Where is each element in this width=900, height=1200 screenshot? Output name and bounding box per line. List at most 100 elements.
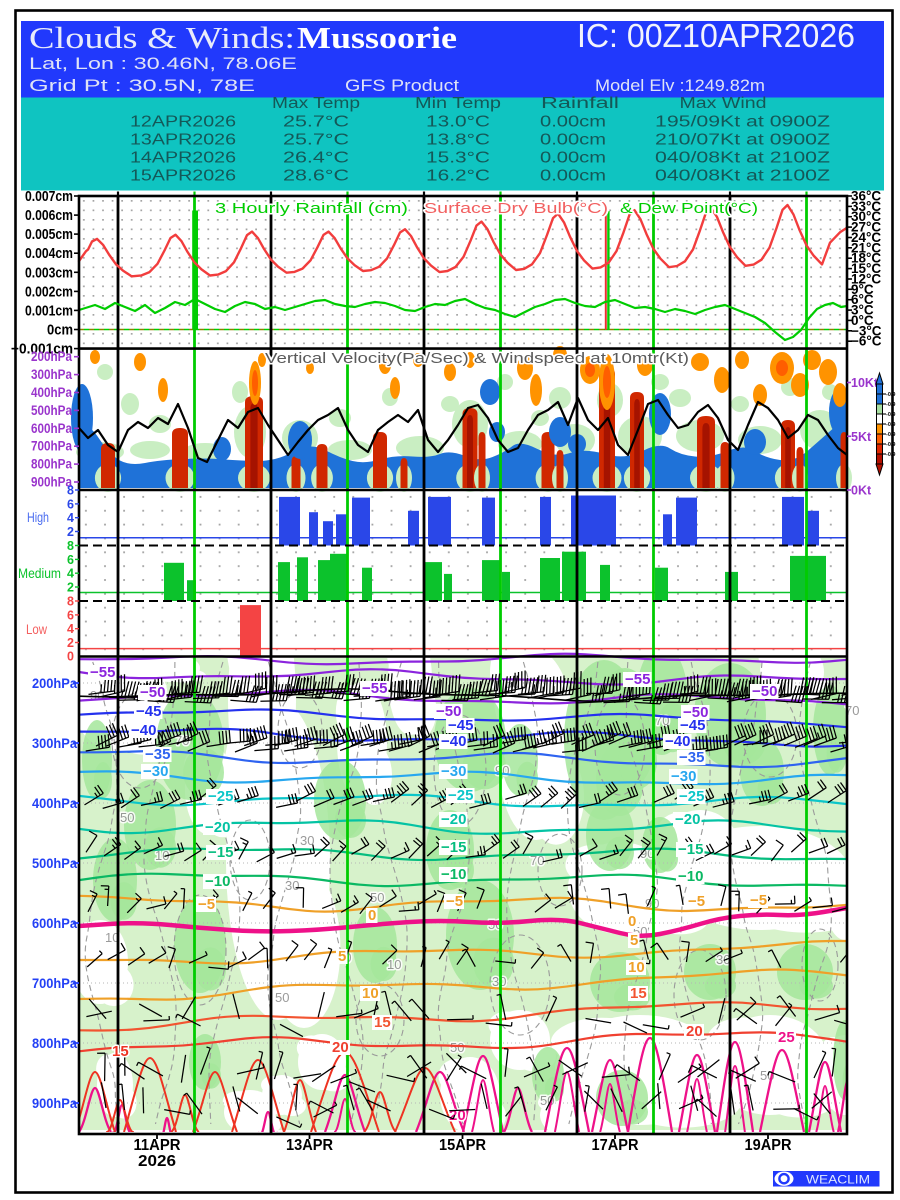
svg-text:−15: −15 [678, 841, 703, 858]
svg-text:-0.9: -0.9 [886, 422, 895, 428]
svg-text:21°C: 21°C [851, 240, 881, 255]
svg-text:30: 30 [285, 878, 299, 893]
svg-text:8: 8 [67, 595, 74, 609]
svg-text:0.00cm: 0.00cm [540, 114, 606, 131]
svg-text:-0.9: -0.9 [886, 452, 895, 458]
svg-text:−10: −10 [678, 868, 703, 885]
svg-text:6°C: 6°C [851, 292, 874, 307]
svg-text:16.2°C: 16.2°C [426, 168, 490, 185]
svg-text:33°C: 33°C [851, 199, 881, 214]
svg-text:0.00cm: 0.00cm [540, 132, 606, 149]
svg-text:−35: −35 [679, 749, 704, 766]
svg-text:28.6°C: 28.6°C [283, 168, 349, 185]
svg-text:5: 5 [338, 948, 346, 965]
svg-text:195/09Kt at 0900Z: 195/09Kt at 0900Z [655, 114, 830, 131]
svg-text:0Kt: 0Kt [851, 484, 872, 498]
svg-text:900hPa: 900hPa [31, 475, 72, 490]
svg-text:800hPa: 800hPa [32, 1035, 77, 1051]
svg-text:-0.9: -0.9 [886, 392, 895, 398]
svg-text:0°C: 0°C [851, 313, 874, 328]
svg-text:10: 10 [155, 848, 169, 863]
svg-text:50: 50 [450, 1040, 464, 1055]
svg-text:−20: −20 [205, 819, 230, 836]
svg-text:3°C: 3°C [851, 303, 874, 318]
svg-text:13.8°C: 13.8°C [426, 132, 490, 149]
svg-text:27°C: 27°C [851, 220, 881, 235]
svg-text:0: 0 [368, 907, 376, 924]
svg-text:3 Hourly Rainfall (cm): 3 Hourly Rainfall (cm) [215, 200, 408, 217]
svg-text:25: 25 [778, 1029, 795, 1046]
svg-text:Rainfall: Rainfall [541, 95, 619, 112]
svg-text:300hPa: 300hPa [32, 735, 77, 751]
svg-text:10Kt: 10Kt [851, 376, 879, 390]
svg-text:50: 50 [120, 810, 134, 825]
svg-text:−3°C: −3°C [851, 323, 882, 338]
svg-text:−25: −25 [208, 788, 233, 805]
svg-text:24°C: 24°C [851, 230, 881, 245]
svg-text:50: 50 [370, 890, 384, 905]
svg-text:−50: −50 [140, 684, 165, 701]
svg-text:Max Temp: Max Temp [272, 95, 360, 112]
svg-text:70: 70 [530, 853, 544, 868]
svg-text:10: 10 [387, 957, 401, 972]
svg-text:9°C: 9°C [851, 282, 874, 297]
svg-text:0.001cm: 0.001cm [25, 302, 73, 319]
svg-text:200hPa: 200hPa [31, 349, 72, 364]
svg-text:0: 0 [628, 913, 636, 930]
svg-text:-0.9: -0.9 [886, 412, 895, 418]
svg-text:0.006cm: 0.006cm [25, 207, 73, 224]
svg-text:−10: −10 [441, 866, 466, 883]
svg-text:−45: −45 [136, 703, 161, 720]
svg-text:−30: −30 [441, 763, 466, 780]
svg-text:15: 15 [112, 1043, 129, 1060]
svg-text:300hPa: 300hPa [31, 367, 72, 382]
svg-text:High: High [27, 509, 49, 525]
svg-text:25.7°C: 25.7°C [283, 132, 349, 149]
svg-text:600hPa: 600hPa [31, 421, 72, 436]
svg-text:4: 4 [67, 622, 74, 636]
svg-text:30: 30 [716, 952, 730, 967]
svg-text:−45: −45 [680, 717, 705, 734]
svg-text:400hPa: 400hPa [32, 795, 77, 811]
svg-text:040/08Kt at 2100Z: 040/08Kt at 2100Z [655, 168, 830, 185]
svg-text:2: 2 [67, 636, 74, 650]
svg-text:900hPa: 900hPa [32, 1095, 77, 1111]
svg-text:0.005cm: 0.005cm [25, 226, 73, 243]
svg-text:WEACLIM: WEACLIM [806, 1173, 870, 1187]
svg-text:−55: −55 [625, 671, 650, 688]
svg-text:−55: −55 [362, 680, 387, 697]
svg-text:−55: −55 [90, 664, 115, 681]
svg-text:500hPa: 500hPa [31, 403, 72, 418]
svg-text:Grid Pt : 30.5N, 78E: Grid Pt : 30.5N, 78E [29, 76, 255, 95]
svg-text:8: 8 [67, 484, 74, 498]
svg-text:6: 6 [67, 553, 74, 567]
svg-text:210/07Kt at 0900Z: 210/07Kt at 0900Z [655, 132, 830, 149]
svg-text:−20: −20 [675, 811, 700, 828]
svg-text:17APR: 17APR [592, 1137, 639, 1154]
svg-text:15.3°C: 15.3°C [426, 150, 490, 167]
svg-text:0.00cm: 0.00cm [540, 150, 606, 167]
svg-text:18°C: 18°C [851, 251, 881, 266]
svg-text:IC: 00Z10APR2026: IC: 00Z10APR2026 [577, 17, 855, 54]
svg-text:040/08Kt at 2100Z: 040/08Kt at 2100Z [655, 150, 830, 167]
svg-text:200hPa: 200hPa [32, 675, 77, 691]
svg-text:−50: −50 [752, 683, 777, 700]
svg-text:−40: −40 [131, 722, 156, 739]
svg-text:−15: −15 [441, 839, 466, 856]
svg-text:12°C: 12°C [851, 271, 881, 286]
svg-text:Mussoorie: Mussoorie [297, 20, 457, 55]
svg-text:−30: −30 [143, 763, 168, 780]
svg-text:15APR2026: 15APR2026 [130, 168, 236, 185]
svg-text:50: 50 [275, 990, 289, 1005]
svg-text:36°C: 36°C [851, 189, 881, 204]
svg-text:0.007cm: 0.007cm [25, 188, 73, 205]
svg-text:Vertical Velocity(Pa/Sec) & Wi: Vertical Velocity(Pa/Sec) & Windspeed at… [265, 350, 689, 367]
svg-text:15: 15 [630, 985, 647, 1002]
svg-text:Lat, Lon : 30.46N, 78.06E: Lat, Lon : 30.46N, 78.06E [29, 54, 297, 73]
svg-text:Surface Dry Bulb(°C): Surface Dry Bulb(°C) [424, 200, 608, 217]
svg-text:−40: −40 [665, 733, 690, 750]
svg-text:30°C: 30°C [851, 209, 881, 224]
svg-text:19APR: 19APR [745, 1137, 792, 1154]
svg-text:5: 5 [630, 932, 638, 949]
svg-text:−5: −5 [688, 893, 705, 910]
